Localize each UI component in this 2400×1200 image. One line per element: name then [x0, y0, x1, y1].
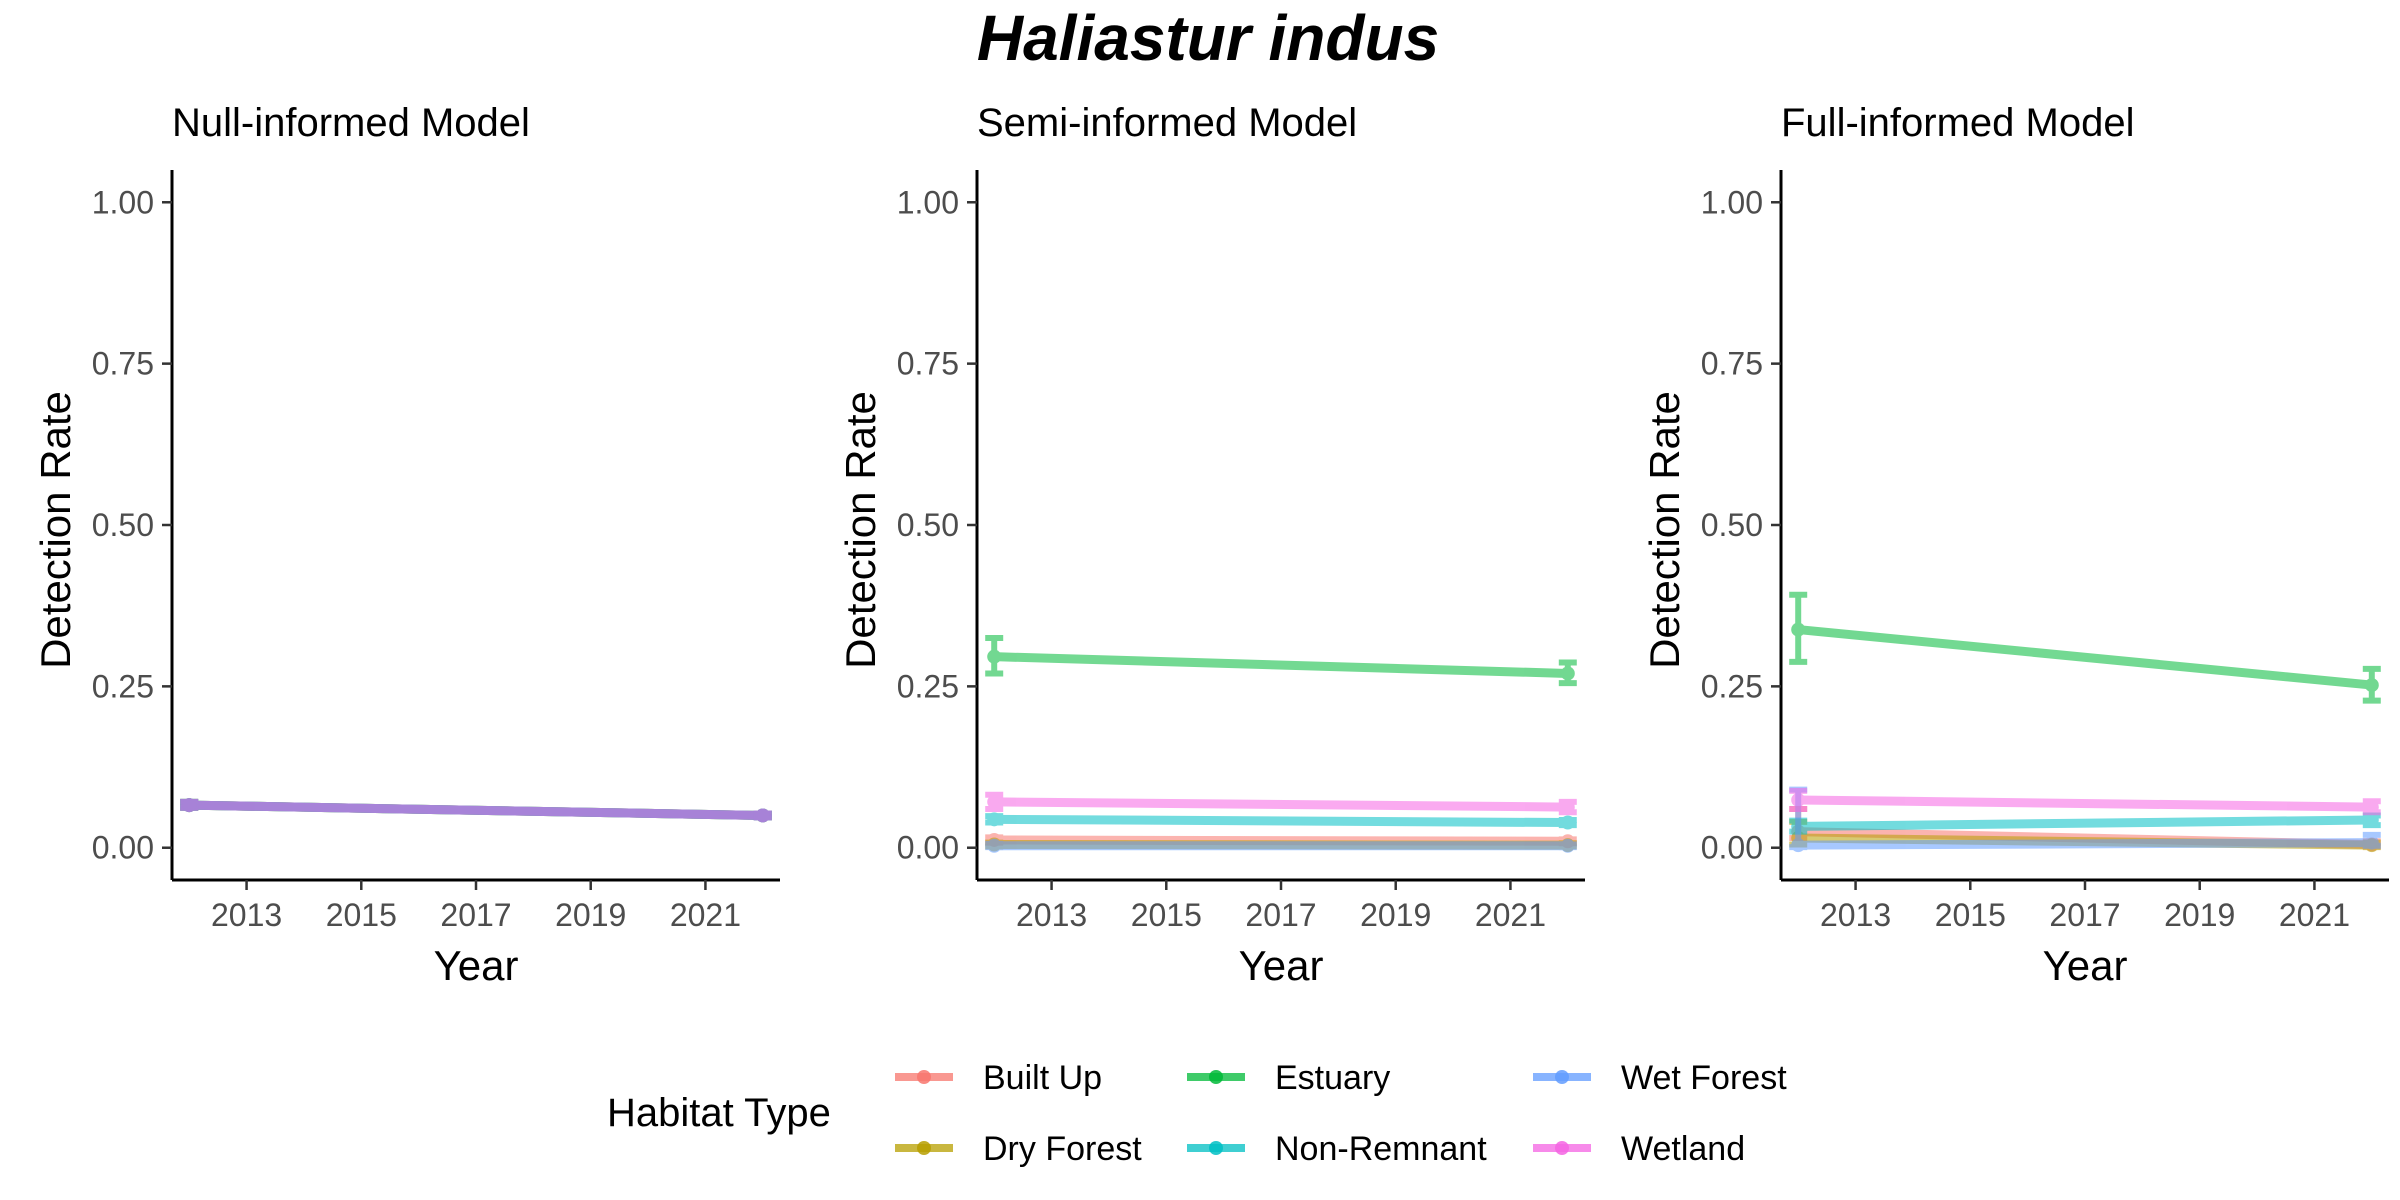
series-wetland [1789, 787, 2381, 816]
legend-item-estuary: Estuary [1187, 1059, 1390, 1097]
x-tick-label: 2015 [1131, 897, 1202, 933]
panel-title: Full-informed Model [1781, 101, 2134, 145]
x-tick-label: 2019 [2164, 897, 2235, 933]
data-point [2364, 678, 2379, 693]
panel-semi-informed-model: Semi-informed Model 0.00 0.25 0.50 0.75 1.00 2… [837, 101, 1585, 989]
series-line [989, 652, 1573, 678]
data-point [1560, 800, 1575, 815]
data-point [1560, 815, 1575, 830]
x-axis-label: Year [1239, 942, 1324, 989]
y-tick-label: 0.25 [897, 668, 959, 704]
data-point [987, 812, 1002, 827]
x-tick-label: 2017 [1245, 897, 1316, 933]
series-line [184, 800, 768, 820]
x-tick-label: 2019 [555, 897, 626, 933]
y-tick-label: 0.50 [897, 507, 959, 543]
legend-item-dry-forest: Dry Forest [895, 1130, 1142, 1168]
x-axis-label: Year [2043, 942, 2128, 989]
data-point [987, 838, 1002, 853]
legend-key-point [1555, 1141, 1569, 1155]
series-line [989, 797, 1573, 812]
legend-label: Estuary [1275, 1059, 1390, 1097]
x-tick-label: 2015 [1935, 897, 2006, 933]
x-tick-label: 2013 [1820, 897, 1891, 933]
y-axis-label: Detection Rate [32, 391, 79, 669]
y-tick-label: 0.25 [1701, 668, 1763, 704]
y-tick-label: 0.75 [1701, 346, 1763, 382]
data-point [1791, 622, 1806, 637]
legend-item-non-remnant: Non-Remnant [1187, 1130, 1487, 1168]
legend-title: Habitat Type [607, 1091, 831, 1135]
chart-title: Haliastur indus [977, 2, 1439, 74]
y-tick-label: 1.00 [92, 184, 154, 220]
x-tick-label: 2015 [326, 897, 397, 933]
panel-full-informed-model: Full-informed Model 0.00 0.25 0.50 0.75 1.00 2… [1641, 101, 2389, 989]
x-tick-label: 2021 [1475, 897, 1546, 933]
data-point [2364, 835, 2379, 850]
series-line [1793, 625, 2377, 690]
series-wetland [985, 791, 1577, 816]
legend-label: Dry Forest [983, 1130, 1142, 1168]
y-tick-label: 0.00 [92, 830, 154, 866]
x-tick-label: 2017 [440, 897, 511, 933]
series-line [1793, 815, 2377, 831]
data-point [182, 798, 197, 813]
series-line [989, 814, 1573, 828]
data-point [2364, 800, 2379, 815]
legend-item-built-up: Built Up [895, 1059, 1102, 1097]
x-tick-label: 2013 [211, 897, 282, 933]
y-tick-label: 0.50 [92, 507, 154, 543]
data-point [1791, 792, 1806, 807]
data-point [987, 794, 1002, 809]
series-wet-forest [985, 838, 1577, 853]
series-estuary [1789, 591, 2381, 704]
x-tick-label: 2019 [1360, 897, 1431, 933]
legend-key-point [1209, 1070, 1223, 1084]
legend: Habitat Type Built Up Dry Forest Estuary No… [607, 1059, 1787, 1168]
series-non-remnant [985, 812, 1577, 830]
panel-title: Semi-informed Model [977, 101, 1357, 145]
y-tick-label: 0.00 [897, 830, 959, 866]
x-tick-label: 2021 [2279, 897, 2350, 933]
series-wetland [180, 798, 772, 823]
panel-null-informed-model: Null-informed Model 0.00 0.25 0.50 0.75 1.00 2… [32, 101, 780, 989]
data-point [1560, 666, 1575, 681]
data-point [1791, 838, 1806, 853]
panels: Null-informed Model 0.00 0.25 0.50 0.75 1.00 2… [32, 101, 2389, 989]
y-tick-label: 0.75 [92, 346, 154, 382]
data-point [1560, 838, 1575, 853]
x-tick-label: 2017 [2049, 897, 2120, 933]
y-axis-label: Detection Rate [837, 391, 884, 669]
panel-title: Null-informed Model [172, 101, 530, 145]
y-tick-label: 0.75 [897, 346, 959, 382]
data-point [755, 808, 770, 823]
legend-key-point [917, 1070, 931, 1084]
legend-label: Non-Remnant [1275, 1130, 1487, 1168]
legend-label: Wet Forest [1621, 1059, 1787, 1097]
series-estuary [985, 634, 1577, 687]
y-tick-label: 0.25 [92, 668, 154, 704]
legend-item-wet-forest: Wet Forest [1533, 1059, 1787, 1097]
legend-key-point [1555, 1070, 1569, 1084]
y-tick-label: 1.00 [897, 184, 959, 220]
x-tick-label: 2021 [670, 897, 741, 933]
legend-item-wetland: Wetland [1533, 1130, 1745, 1168]
legend-label: Wetland [1621, 1130, 1745, 1168]
x-axis-label: Year [434, 942, 519, 989]
legend-key-point [917, 1141, 931, 1155]
x-tick-label: 2013 [1016, 897, 1087, 933]
legend-label: Built Up [983, 1059, 1102, 1097]
series-line [1793, 838, 2377, 850]
y-tick-label: 0.00 [1701, 830, 1763, 866]
y-tick-label: 1.00 [1701, 184, 1763, 220]
legend-key-point [1209, 1141, 1223, 1155]
data-point [987, 649, 1002, 664]
series-line [1793, 795, 2377, 812]
data-point [2364, 812, 2379, 827]
y-axis-label: Detection Rate [1641, 391, 1688, 669]
y-tick-label: 0.50 [1701, 507, 1763, 543]
